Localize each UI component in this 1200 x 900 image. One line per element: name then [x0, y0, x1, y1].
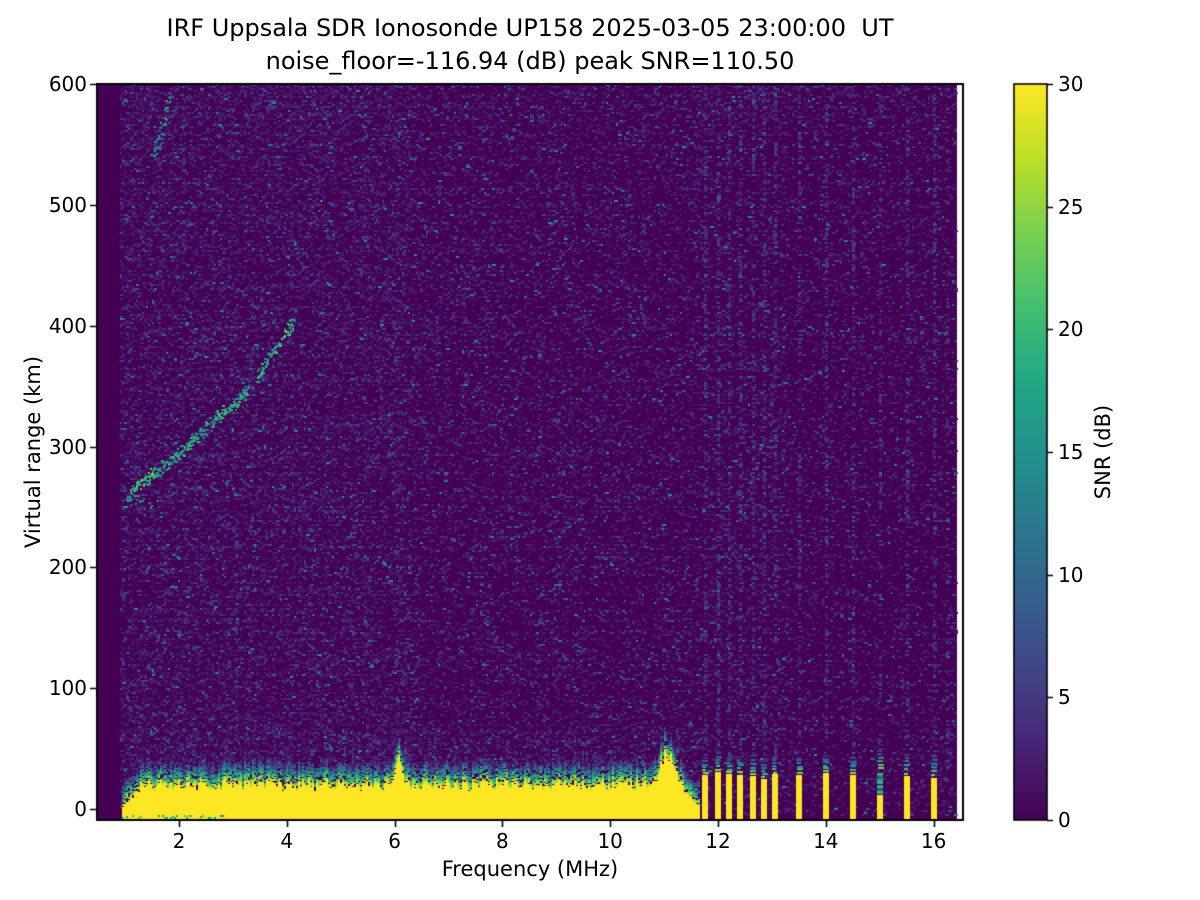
x-tick-label: 12	[705, 829, 731, 853]
colorbar-tick-label: 15	[1058, 440, 1084, 464]
colorbar-tick-label: 30	[1058, 72, 1084, 96]
y-tick-label: 0	[74, 797, 87, 821]
colorbar-tick-label: 5	[1058, 685, 1071, 710]
plot-title: IRF Uppsala SDR Ionosonde UP158 2025-03-…	[166, 14, 894, 42]
colorbar-label: SNR (dB)	[1091, 404, 1115, 500]
x-tick-label: 8	[496, 829, 509, 853]
x-tick-label: 4	[280, 829, 294, 853]
y-axis-label: Virtual range (km)	[21, 355, 45, 549]
y-tick-label: 500	[48, 192, 87, 217]
y-tick-label: 300	[48, 434, 87, 459]
y-tick-label: 400	[48, 313, 87, 338]
colorbar-tick-label: 0	[1058, 808, 1071, 832]
colorbar-tick-label: 25	[1058, 194, 1084, 219]
y-tick-label: 100	[48, 676, 87, 701]
plot-subtitle: noise_floor=-116.94 (dB) peak SNR=110.50	[265, 47, 795, 75]
y-tick-label: 200	[48, 555, 87, 580]
x-tick-label: 2	[172, 829, 186, 853]
x-tick-label: 6	[388, 829, 401, 853]
colorbar-tick-label: 20	[1058, 317, 1084, 342]
x-tick-label: 10	[597, 829, 623, 853]
x-tick-label: 16	[920, 829, 947, 853]
y-tick-label: 600	[48, 72, 87, 96]
colorbar-tick-label: 10	[1058, 562, 1084, 587]
x-axis-label: Frequency (MHz)	[441, 857, 619, 881]
x-tick-label: 14	[813, 829, 839, 853]
